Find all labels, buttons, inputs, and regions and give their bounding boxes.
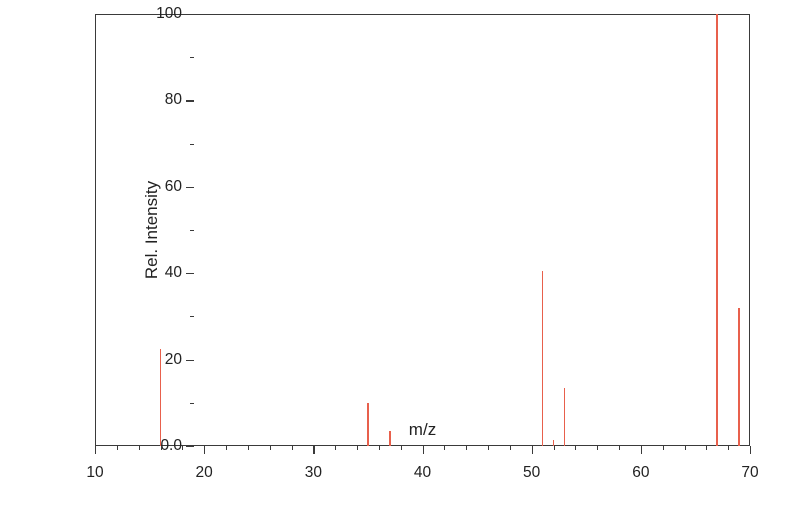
x-axis-minor-tick — [117, 446, 118, 450]
x-axis-minor-tick — [488, 446, 489, 450]
y-axis-minor-tick — [190, 403, 194, 404]
x-axis-minor-tick — [379, 446, 380, 450]
x-axis-minor-tick — [444, 446, 445, 450]
x-axis-tick-label: 50 — [523, 464, 540, 482]
y-axis-major-tick — [186, 14, 194, 15]
y-axis-major-tick — [186, 273, 194, 274]
x-axis-major-tick — [313, 446, 314, 454]
x-axis-major-tick — [423, 446, 424, 454]
y-axis-major-tick — [186, 360, 194, 361]
plot-area: Rel. Intensity m/z 0.0 20 40 60 80 100 10 20 30… — [95, 14, 750, 446]
y-axis-minor-tick — [190, 230, 194, 231]
x-axis-minor-tick — [575, 446, 576, 450]
y-axis-minor-tick — [190, 144, 194, 145]
x-axis-minor-tick — [663, 446, 664, 450]
x-axis-minor-tick — [510, 446, 511, 450]
x-axis-minor-tick — [619, 446, 620, 450]
x-axis-minor-tick — [161, 446, 162, 450]
x-axis-minor-tick — [182, 446, 183, 450]
x-axis-minor-tick — [226, 446, 227, 450]
x-axis-major-tick — [532, 446, 533, 454]
x-axis-minor-tick — [706, 446, 707, 450]
x-axis-tick-label: 30 — [305, 464, 322, 482]
x-axis-tick-label: 70 — [741, 464, 758, 482]
mass-spectrum-chart: Rel. Intensity m/z 0.0 20 40 60 80 100 10 20 30… — [0, 0, 799, 516]
x-axis-minor-tick — [292, 446, 293, 450]
mass-spec-peak-hitarea-69[interactable] — [734, 308, 744, 446]
y-axis-minor-tick — [190, 316, 194, 317]
x-axis-major-tick — [95, 446, 96, 454]
y-axis-minor-tick — [190, 57, 194, 58]
x-axis-minor-tick — [685, 446, 686, 450]
y-axis-tick-label: 100 — [142, 5, 182, 23]
y-axis-major-tick — [186, 100, 194, 101]
x-axis-minor-tick — [139, 446, 140, 450]
y-axis-tick-label: 60 — [142, 178, 182, 196]
x-axis-minor-tick — [401, 446, 402, 450]
x-axis-label: m/z — [409, 420, 436, 440]
x-axis-tick-label: 40 — [414, 464, 431, 482]
mass-spec-peak-hitarea-37[interactable] — [385, 431, 395, 446]
x-axis-major-tick — [641, 446, 642, 454]
mass-spec-peak-hitarea-52[interactable] — [549, 440, 559, 446]
mass-spec-peak-hitarea-67[interactable] — [712, 14, 722, 446]
x-axis-tick-label: 10 — [86, 464, 103, 482]
mass-spec-peak-hitarea-16[interactable] — [156, 349, 166, 446]
x-axis-major-tick — [204, 446, 205, 454]
x-axis-minor-tick — [335, 446, 336, 450]
x-axis-major-tick — [750, 446, 751, 454]
y-axis-major-tick — [186, 187, 194, 188]
y-axis-major-tick — [186, 446, 194, 447]
mass-spec-peak-hitarea-53[interactable] — [559, 388, 569, 446]
x-axis-tick-label: 20 — [196, 464, 213, 482]
x-axis-minor-tick — [466, 446, 467, 450]
y-axis-tick-label: 40 — [142, 264, 182, 282]
x-axis-tick-label: 60 — [632, 464, 649, 482]
x-axis-minor-tick — [728, 446, 729, 450]
x-axis-minor-tick — [270, 446, 271, 450]
mass-spec-peak-hitarea-51[interactable] — [538, 271, 548, 446]
x-axis-minor-tick — [597, 446, 598, 450]
x-axis-minor-tick — [248, 446, 249, 450]
mass-spec-peak-hitarea-35[interactable] — [363, 403, 373, 446]
x-axis-minor-tick — [357, 446, 358, 450]
x-axis-minor-tick — [554, 446, 555, 450]
y-axis-tick-label: 80 — [142, 91, 182, 109]
